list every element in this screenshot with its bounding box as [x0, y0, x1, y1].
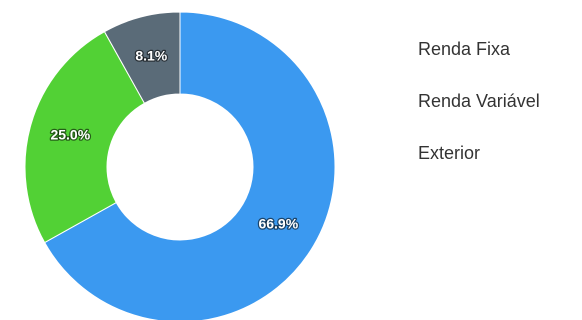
- slice-exterior[interactable]: [103, 11, 181, 104]
- slice-label-renda-fixa: 66.9%: [258, 215, 298, 231]
- donut-svg: 66.9% 25.0% 8.1%: [24, 11, 336, 320]
- slice-renda-fixa[interactable]: [43, 11, 336, 320]
- legend-item-renda-fixa[interactable]: Renda Fixa: [418, 39, 511, 59]
- legend: Renda Fixa Renda Variável Exterior: [418, 36, 540, 166]
- slice-label-exterior: 8.1%: [135, 47, 167, 63]
- legend-item-renda-variavel[interactable]: Renda Variável: [418, 91, 540, 111]
- slice-label-renda-variavel: 25.0%: [50, 127, 90, 143]
- legend-item-exterior[interactable]: Exterior: [418, 143, 481, 163]
- slice-renda-variavel[interactable]: [24, 30, 146, 244]
